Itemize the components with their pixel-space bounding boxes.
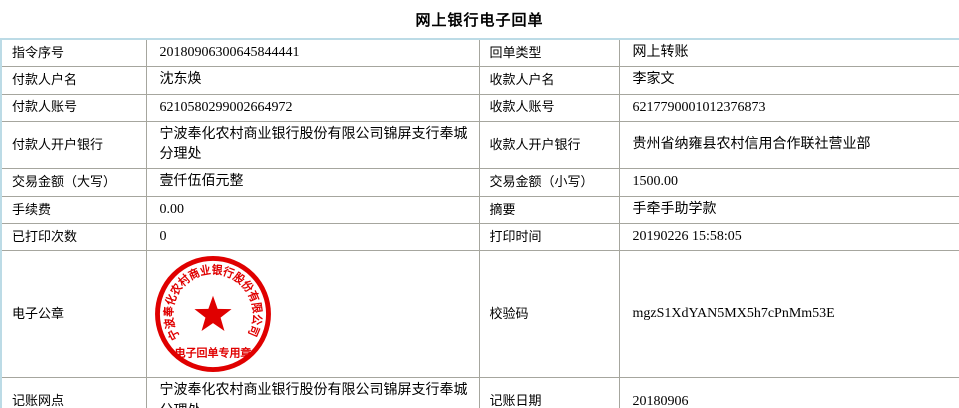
payee-name-value: 李家文 <box>618 66 959 95</box>
table-row: 已打印次数 0 打印时间 20190226 15:58:05 <box>0 223 959 252</box>
booking-date-label: 记账日期 <box>478 377 620 408</box>
table-row: 付款人户名 沈东焕 收款人户名 李家文 <box>0 66 959 95</box>
check-code-value: mgzS1XdYAN5MX5h7cPnMm53E <box>618 250 959 379</box>
e-seal-label: 电子公章 <box>0 250 147 379</box>
print-time-value: 20190226 15:58:05 <box>618 223 959 252</box>
summary-value: 手牵手助学款 <box>618 195 959 225</box>
table-row: 指令序号 20180906300645844441 回单类型 网上转账 <box>0 38 959 68</box>
amount-words-label: 交易金额（大写） <box>0 168 147 197</box>
receipt-type-label: 回单类型 <box>478 38 620 68</box>
payee-account-label: 收款人账号 <box>478 93 620 122</box>
print-count-label: 已打印次数 <box>0 223 147 252</box>
payer-account-value: 6210580299002664972 <box>145 93 480 122</box>
payee-bank-value: 贵州省纳雍县农村信用合作联社营业部 <box>618 120 959 170</box>
table-row: 记账网点 宁波奉化农村商业银行股份有限公司锦屏支行奉城分理处 记账日期 2018… <box>0 377 959 408</box>
table-row: 付款人账号 6210580299002664972 收款人账号 62177900… <box>0 93 959 122</box>
bank-seal-icon: 宁波奉化农村商业银行股份有限公司 电子回单专用章 <box>154 256 271 373</box>
payer-account-label: 付款人账号 <box>0 93 147 122</box>
booking-branch-value: 宁波奉化农村商业银行股份有限公司锦屏支行奉城分理处 <box>145 377 480 408</box>
print-time-label: 打印时间 <box>478 223 620 252</box>
table-row: 交易金额（大写） 壹仟伍佰元整 交易金额（小写） 1500.00 <box>0 168 959 197</box>
payee-bank-label: 收款人开户银行 <box>478 120 620 170</box>
summary-label: 摘要 <box>478 195 620 225</box>
payer-name-label: 付款人户名 <box>0 66 147 95</box>
booking-branch-label: 记账网点 <box>0 377 147 408</box>
receipt-type-value: 网上转账 <box>618 38 959 68</box>
seal-bottom-text: 电子回单专用章 <box>174 346 251 360</box>
print-count-value: 0 <box>145 223 480 252</box>
receipt-table: 指令序号 20180906300645844441 回单类型 网上转账 付款人户… <box>0 38 959 408</box>
instruction-number-label: 指令序号 <box>0 38 147 68</box>
table-row: 付款人开户银行 宁波奉化农村商业银行股份有限公司锦屏支行奉城分理处 收款人开户银… <box>0 120 959 170</box>
booking-date-value: 20180906 <box>618 377 959 408</box>
fee-label: 手续费 <box>0 195 147 225</box>
amount-words-value: 壹仟伍佰元整 <box>145 168 480 197</box>
check-code-label: 校验码 <box>478 250 620 379</box>
payee-account-value: 6217790001012376873 <box>618 93 959 122</box>
amount-figures-label: 交易金额（小写） <box>478 168 620 197</box>
e-seal-cell: 宁波奉化农村商业银行股份有限公司 电子回单专用章 <box>145 250 480 379</box>
table-row: 电子公章 宁波奉化农村商业银行股份有限公司 电子回单专用章 校验码 mgzS1X… <box>0 250 959 379</box>
payer-bank-label: 付款人开户银行 <box>0 120 147 170</box>
instruction-number-value: 20180906300645844441 <box>145 38 480 68</box>
page-title: 网上银行电子回单 <box>415 12 544 29</box>
amount-figures-value: 1500.00 <box>618 168 959 197</box>
seal-star-icon <box>193 296 232 332</box>
fee-value: 0.00 <box>145 195 480 225</box>
payer-bank-value: 宁波奉化农村商业银行股份有限公司锦屏支行奉城分理处 <box>145 120 480 170</box>
table-row: 手续费 0.00 摘要 手牵手助学款 <box>0 195 959 225</box>
payee-name-label: 收款人户名 <box>478 66 620 95</box>
payer-name-value: 沈东焕 <box>145 66 480 95</box>
